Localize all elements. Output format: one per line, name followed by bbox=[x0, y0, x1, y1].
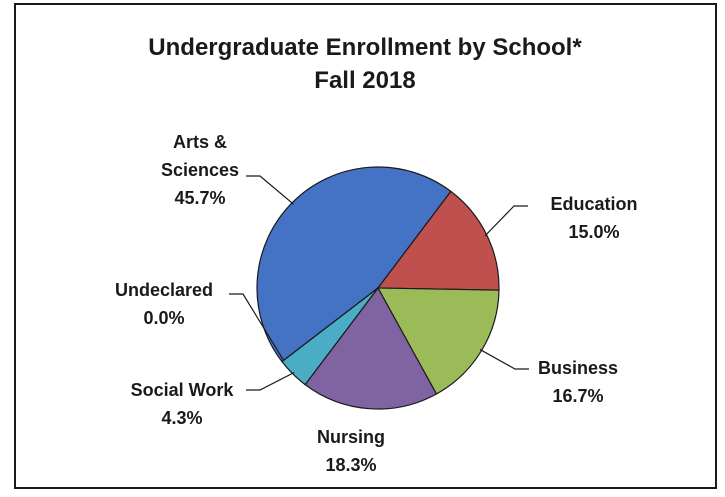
data-label-value-social-work: 4.3% bbox=[161, 408, 202, 428]
pie-slice-education bbox=[376, 190, 500, 291]
leader-lines bbox=[229, 175, 529, 391]
data-label-education: Education bbox=[550, 194, 637, 214]
leader-line-undeclared bbox=[229, 293, 285, 361]
leader-line-business bbox=[479, 348, 529, 370]
data-label-value-business: 16.7% bbox=[552, 386, 603, 406]
data-label-value-undeclared: 0.0% bbox=[143, 308, 184, 328]
leader-line-social-work bbox=[246, 371, 295, 391]
data-label-value-arts-sciences: 45.7% bbox=[174, 188, 225, 208]
data-label-value-nursing: 18.3% bbox=[325, 455, 376, 475]
leader-line-arts-sciences bbox=[246, 175, 294, 205]
slice-labels: Arts & Sciences 45.7% Education 15.0% Busines… bbox=[115, 132, 638, 475]
pie-slice-social-work bbox=[281, 287, 379, 386]
leader-line-education bbox=[484, 205, 528, 237]
data-label-nursing: Nursing bbox=[317, 427, 385, 447]
pie-slices bbox=[256, 166, 500, 410]
chart-title: Undergraduate Enrollment by School* bbox=[148, 34, 582, 61]
data-label-value-education: 15.0% bbox=[568, 222, 619, 242]
pie-slice-nursing bbox=[304, 286, 438, 410]
data-label-business: Business bbox=[538, 358, 618, 378]
data-label-arts-sciences: Sciences bbox=[161, 160, 239, 180]
data-label-arts-sciences: Arts & bbox=[173, 132, 227, 152]
data-label-social-work: Social Work bbox=[131, 380, 235, 400]
data-label-undeclared: Undeclared bbox=[115, 280, 213, 300]
chart-subtitle: Fall 2018 bbox=[314, 67, 415, 94]
